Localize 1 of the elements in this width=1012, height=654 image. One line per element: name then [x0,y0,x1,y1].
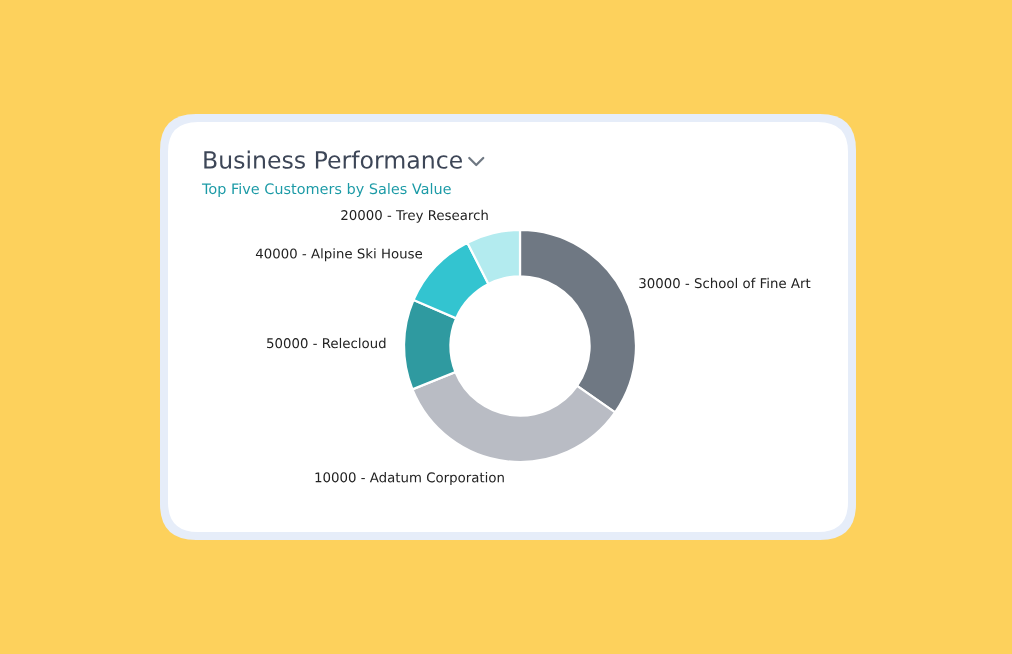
chart-title: Business Performance [204,150,462,169]
